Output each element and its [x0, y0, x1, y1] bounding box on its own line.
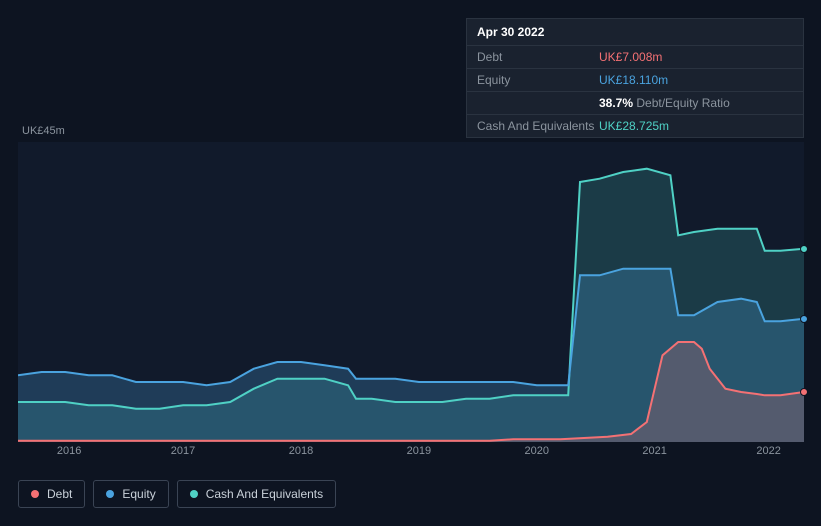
tooltip-panel: Apr 30 2022 Debt UK£7.008m Equity UK£18.…	[466, 18, 804, 138]
x-tick-2019: 2019	[407, 445, 431, 457]
legend-equity[interactable]: Equity	[93, 480, 168, 508]
chart-plot-area[interactable]	[18, 142, 804, 442]
legend-equity-label: Equity	[122, 487, 155, 501]
tooltip-ratio-label: Debt/Equity Ratio	[636, 96, 729, 110]
tooltip-debt-value: UK£7.008m	[599, 50, 793, 64]
legend-debt[interactable]: Debt	[18, 480, 85, 508]
x-tick-2021: 2021	[642, 445, 666, 457]
tooltip-debt-row: Debt UK£7.008m	[467, 46, 803, 69]
tooltip-equity-row: Equity UK£18.110m	[467, 69, 803, 92]
x-tick-2022: 2022	[756, 445, 780, 457]
x-tick-2017: 2017	[171, 445, 195, 457]
x-axis: 2016 2017 2018 2019 2020 2021 2022	[18, 445, 804, 465]
tooltip-cash-label: Cash And Equivalents	[477, 119, 599, 133]
x-tick-2018: 2018	[289, 445, 313, 457]
tooltip-cash-value: UK£28.725m	[599, 119, 793, 133]
legend-cash-label: Cash And Equivalents	[206, 487, 323, 501]
cash-end-dot	[800, 245, 808, 253]
tooltip-date: Apr 30 2022	[467, 19, 803, 46]
tooltip-equity-value: UK£18.110m	[599, 73, 793, 87]
cash-swatch-icon	[190, 490, 198, 498]
debt-end-dot	[800, 388, 808, 396]
tooltip-ratio-spacer	[477, 96, 599, 110]
equity-end-dot	[800, 315, 808, 323]
y-axis-max: UK£45m	[22, 125, 65, 137]
legend: Debt Equity Cash And Equivalents	[18, 480, 336, 508]
tooltip-ratio-row: 38.7% Debt/Equity Ratio	[467, 92, 803, 115]
tooltip-cash-row: Cash And Equivalents UK£28.725m	[467, 115, 803, 137]
chart-svg	[18, 142, 804, 442]
legend-debt-label: Debt	[47, 487, 72, 501]
chart-container: Apr 30 2022 Debt UK£7.008m Equity UK£18.…	[0, 0, 821, 526]
debt-swatch-icon	[31, 490, 39, 498]
tooltip-equity-label: Equity	[477, 73, 599, 87]
legend-cash[interactable]: Cash And Equivalents	[177, 480, 336, 508]
tooltip-ratio-pct: 38.7%	[599, 96, 633, 110]
tooltip-debt-label: Debt	[477, 50, 599, 64]
equity-swatch-icon	[106, 490, 114, 498]
x-tick-2016: 2016	[57, 445, 81, 457]
x-tick-2020: 2020	[525, 445, 549, 457]
tooltip-ratio-value: 38.7% Debt/Equity Ratio	[599, 96, 793, 110]
